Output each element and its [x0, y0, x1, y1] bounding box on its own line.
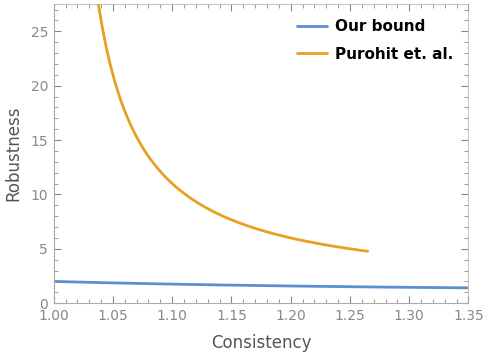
Purohit et. al.: [271, 231, 277, 236]
Purohit et. al.: [255, 227, 261, 231]
Purohit et. al.: [108, 66, 114, 70]
Legend: Our bound, Purohit et. al.: Our bound, Purohit et. al.: [289, 12, 461, 69]
Y-axis label: Robustness: Robustness: [4, 106, 22, 201]
Our bound: [453, 286, 459, 290]
Purohit et. al.: [230, 219, 236, 223]
Purohit et. al.: [155, 167, 161, 171]
Line: Our bound: Our bound: [54, 282, 468, 288]
Our bound: [252, 283, 258, 288]
Purohit et. al.: [135, 137, 141, 142]
Line: Purohit et. al.: Purohit et. al.: [99, 5, 368, 251]
Our bound: [72, 280, 78, 284]
Our bound: [377, 285, 383, 289]
Our bound: [51, 279, 57, 284]
X-axis label: Consistency: Consistency: [211, 334, 311, 352]
Purohit et. al.: [96, 2, 102, 7]
Our bound: [453, 286, 459, 290]
Our bound: [242, 283, 247, 288]
Our bound: [466, 286, 471, 290]
Purohit et. al.: [365, 249, 371, 253]
